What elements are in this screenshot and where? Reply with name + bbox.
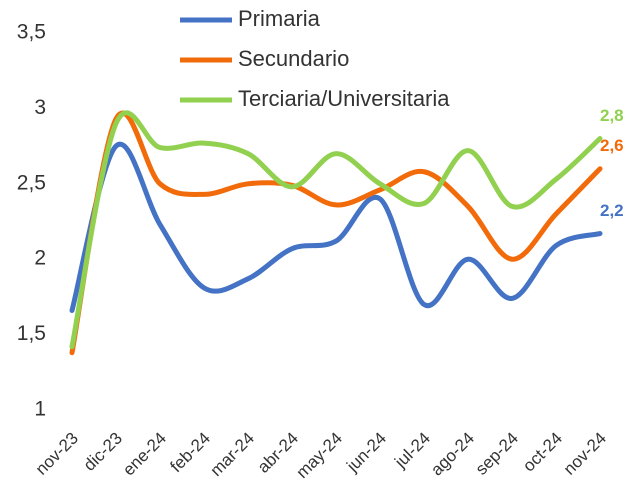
legend-label: Primaria xyxy=(238,6,321,31)
line xyxy=(69,110,603,356)
y-tick-label: 1 xyxy=(34,398,46,421)
legend-label: Terciaria/Universitaria xyxy=(238,86,450,111)
x-tick-label: ago-24 xyxy=(427,429,478,480)
y-tick-label: 3 xyxy=(34,96,46,119)
legend-label: Secundario xyxy=(238,46,349,71)
y-tick-label: 1,5 xyxy=(17,322,46,345)
x-tick-label: nov-23 xyxy=(32,429,82,479)
line xyxy=(69,141,603,313)
x-tick-label: sep-24 xyxy=(472,429,522,479)
x-tick-label: feb-24 xyxy=(166,429,214,477)
x-tick-label: oct-24 xyxy=(519,429,566,476)
value-label: 2,8 xyxy=(600,106,624,125)
line xyxy=(69,110,603,350)
x-tick-label: nov-24 xyxy=(560,429,610,479)
x-tick-label: ene-24 xyxy=(119,429,170,480)
y-tick-label: 2 xyxy=(34,247,46,270)
x-tick-label: jun-24 xyxy=(342,429,390,477)
x-tick-label: may-24 xyxy=(292,429,346,483)
value-label: 2,6 xyxy=(600,136,624,155)
x-tick-label: mar-24 xyxy=(206,429,258,481)
y-tick-label: 2,5 xyxy=(17,171,46,194)
x-tick-label: dic-23 xyxy=(80,429,126,475)
y-tick-label: 3,5 xyxy=(17,21,46,44)
value-label: 2,2 xyxy=(600,201,624,220)
